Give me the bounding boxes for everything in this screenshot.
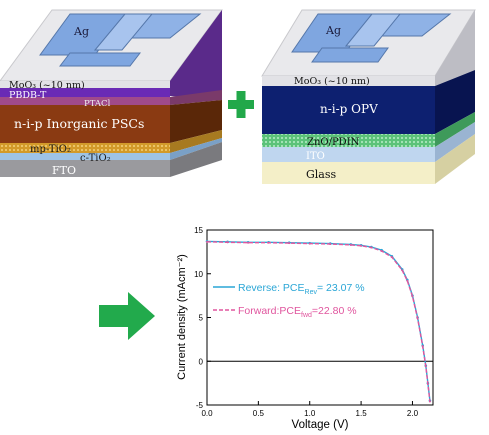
psc-ag-label: Ag xyxy=(73,25,89,38)
opv-zno-pdin-label: ZnO/PDIN xyxy=(307,137,360,148)
x-tick-label: 0.0 xyxy=(201,409,213,418)
opv-moo3-layer xyxy=(262,76,435,86)
x-tick-label: 2.0 xyxy=(407,409,419,418)
legend-sub-reverse: Rev xyxy=(305,289,318,296)
data-point-forward xyxy=(206,240,208,243)
data-point-forward xyxy=(226,241,229,244)
legend-label-reverse: Reverse: PCE xyxy=(238,282,305,294)
psc-inorganic-label: n-i-p Inorganic PSCs xyxy=(14,116,144,131)
jv-chart: 0.0 0.5 1.0 1.5 2.0 -5 0 5 10 15 Voltage (V) Cur… xyxy=(176,226,434,431)
data-point-forward xyxy=(288,242,291,245)
opv-ito-label: ITO xyxy=(306,151,325,162)
x-axis-ticks: 0.0 0.5 1.0 1.5 2.0 xyxy=(201,401,419,418)
psc-fto-label: FTO xyxy=(52,164,76,177)
y-tick-label: 0 xyxy=(199,357,204,366)
x-axis-label: Voltage (V) xyxy=(292,419,349,431)
chart-legend: Reverse: PCERev= 23.07 % Forward:PCEfwd=… xyxy=(213,282,365,319)
psc-pbdbt-layer xyxy=(0,88,170,97)
data-point-forward xyxy=(401,269,404,272)
psc-c-tio2-label: c-TiO₂ xyxy=(80,153,111,164)
data-point-forward xyxy=(390,256,393,259)
opv-active-side xyxy=(435,70,475,134)
psc-c-tio2-layer xyxy=(0,153,170,160)
psc-moo3-layer xyxy=(0,81,170,90)
opv-active-layer xyxy=(262,86,435,134)
y-tick-label: -5 xyxy=(196,401,204,410)
y-tick-label: 5 xyxy=(199,314,204,323)
x-tick-label: 1.0 xyxy=(304,409,316,418)
psc-ptacl-label: PTACl xyxy=(84,99,111,109)
opv-glass-layer xyxy=(262,162,435,184)
data-point-forward xyxy=(247,241,250,244)
legend-label-forward: Forward:PCE xyxy=(238,305,301,317)
psc-perovskite-side xyxy=(170,100,222,143)
data-point-forward xyxy=(406,279,409,282)
psc-perovskite-layer xyxy=(0,105,170,143)
psc-mp-tio2-label: mp-TiO₂ xyxy=(30,144,71,155)
legend-tail-forward: =22.80 % xyxy=(312,305,357,317)
data-point-forward xyxy=(329,243,332,245)
data-point-forward xyxy=(424,365,427,368)
opv-device-stack: Ag MoO₃ (~10 nm) n-i-p OPV ZnO/PDIN ITO … xyxy=(261,9,476,184)
series-line-forward xyxy=(206,241,431,402)
y-axis-label: Current density (mAcm⁻²) xyxy=(176,254,188,380)
chart-plot-area xyxy=(206,229,434,406)
x-tick-label: 0.5 xyxy=(253,409,265,418)
psc-ptacl-layer xyxy=(0,97,170,105)
psc-fto-layer xyxy=(0,160,170,177)
chart-series xyxy=(205,240,432,403)
psc-device-stack: Ag MoO₃ (~10 nm) PBDB-T PTACl n-i-p Inor… xyxy=(0,9,223,177)
data-point-forward xyxy=(380,250,383,252)
data-point-forward xyxy=(426,383,429,385)
opv-zno-pdin-layer xyxy=(262,134,435,147)
right-arrow-icon xyxy=(99,292,155,340)
data-point-forward xyxy=(267,241,270,244)
psc-moo3-label: MoO₃ (~10 nm) xyxy=(9,80,85,91)
psc-pbdbt-label: PBDB-T xyxy=(9,90,47,101)
data-point-forward xyxy=(416,317,419,320)
psc-ag-electrode xyxy=(39,13,202,67)
svg-text:Forward:PCEfwd=22.80 %: Forward:PCEfwd=22.80 % xyxy=(238,305,357,319)
data-point-forward xyxy=(411,295,414,298)
data-point-forward xyxy=(428,400,431,403)
opv-ag-label: Ag xyxy=(325,24,341,37)
opv-ito-layer xyxy=(262,147,435,162)
opv-ag-electrode xyxy=(291,13,452,63)
legend-tail-reverse: = 23.07 % xyxy=(317,282,365,294)
y-tick-label: 10 xyxy=(194,270,203,279)
legend-entry-forward: Forward:PCEfwd=22.80 % xyxy=(213,305,357,319)
data-point-forward xyxy=(360,244,363,247)
plus-icon xyxy=(228,91,254,118)
data-point-forward xyxy=(308,242,311,245)
data-point-forward xyxy=(421,345,424,348)
y-tick-label: 15 xyxy=(194,226,203,235)
legend-entry-reverse: Reverse: PCERev= 23.07 % xyxy=(213,282,365,296)
opv-active-label: n-i-p OPV xyxy=(320,102,378,116)
svg-text:Reverse: PCERev= 23.07 %: Reverse: PCERev= 23.07 % xyxy=(238,282,365,296)
psc-mp-tio2-layer xyxy=(0,143,170,153)
x-tick-label: 1.5 xyxy=(356,409,368,418)
data-point-forward xyxy=(370,246,373,249)
data-point-forward xyxy=(349,243,352,246)
opv-moo3-label: MoO₃ (~10 nm) xyxy=(294,76,370,87)
opv-glass-label: Glass xyxy=(306,168,337,181)
legend-sub-forward: fwd xyxy=(301,312,312,319)
psc-side-top xyxy=(170,10,222,100)
